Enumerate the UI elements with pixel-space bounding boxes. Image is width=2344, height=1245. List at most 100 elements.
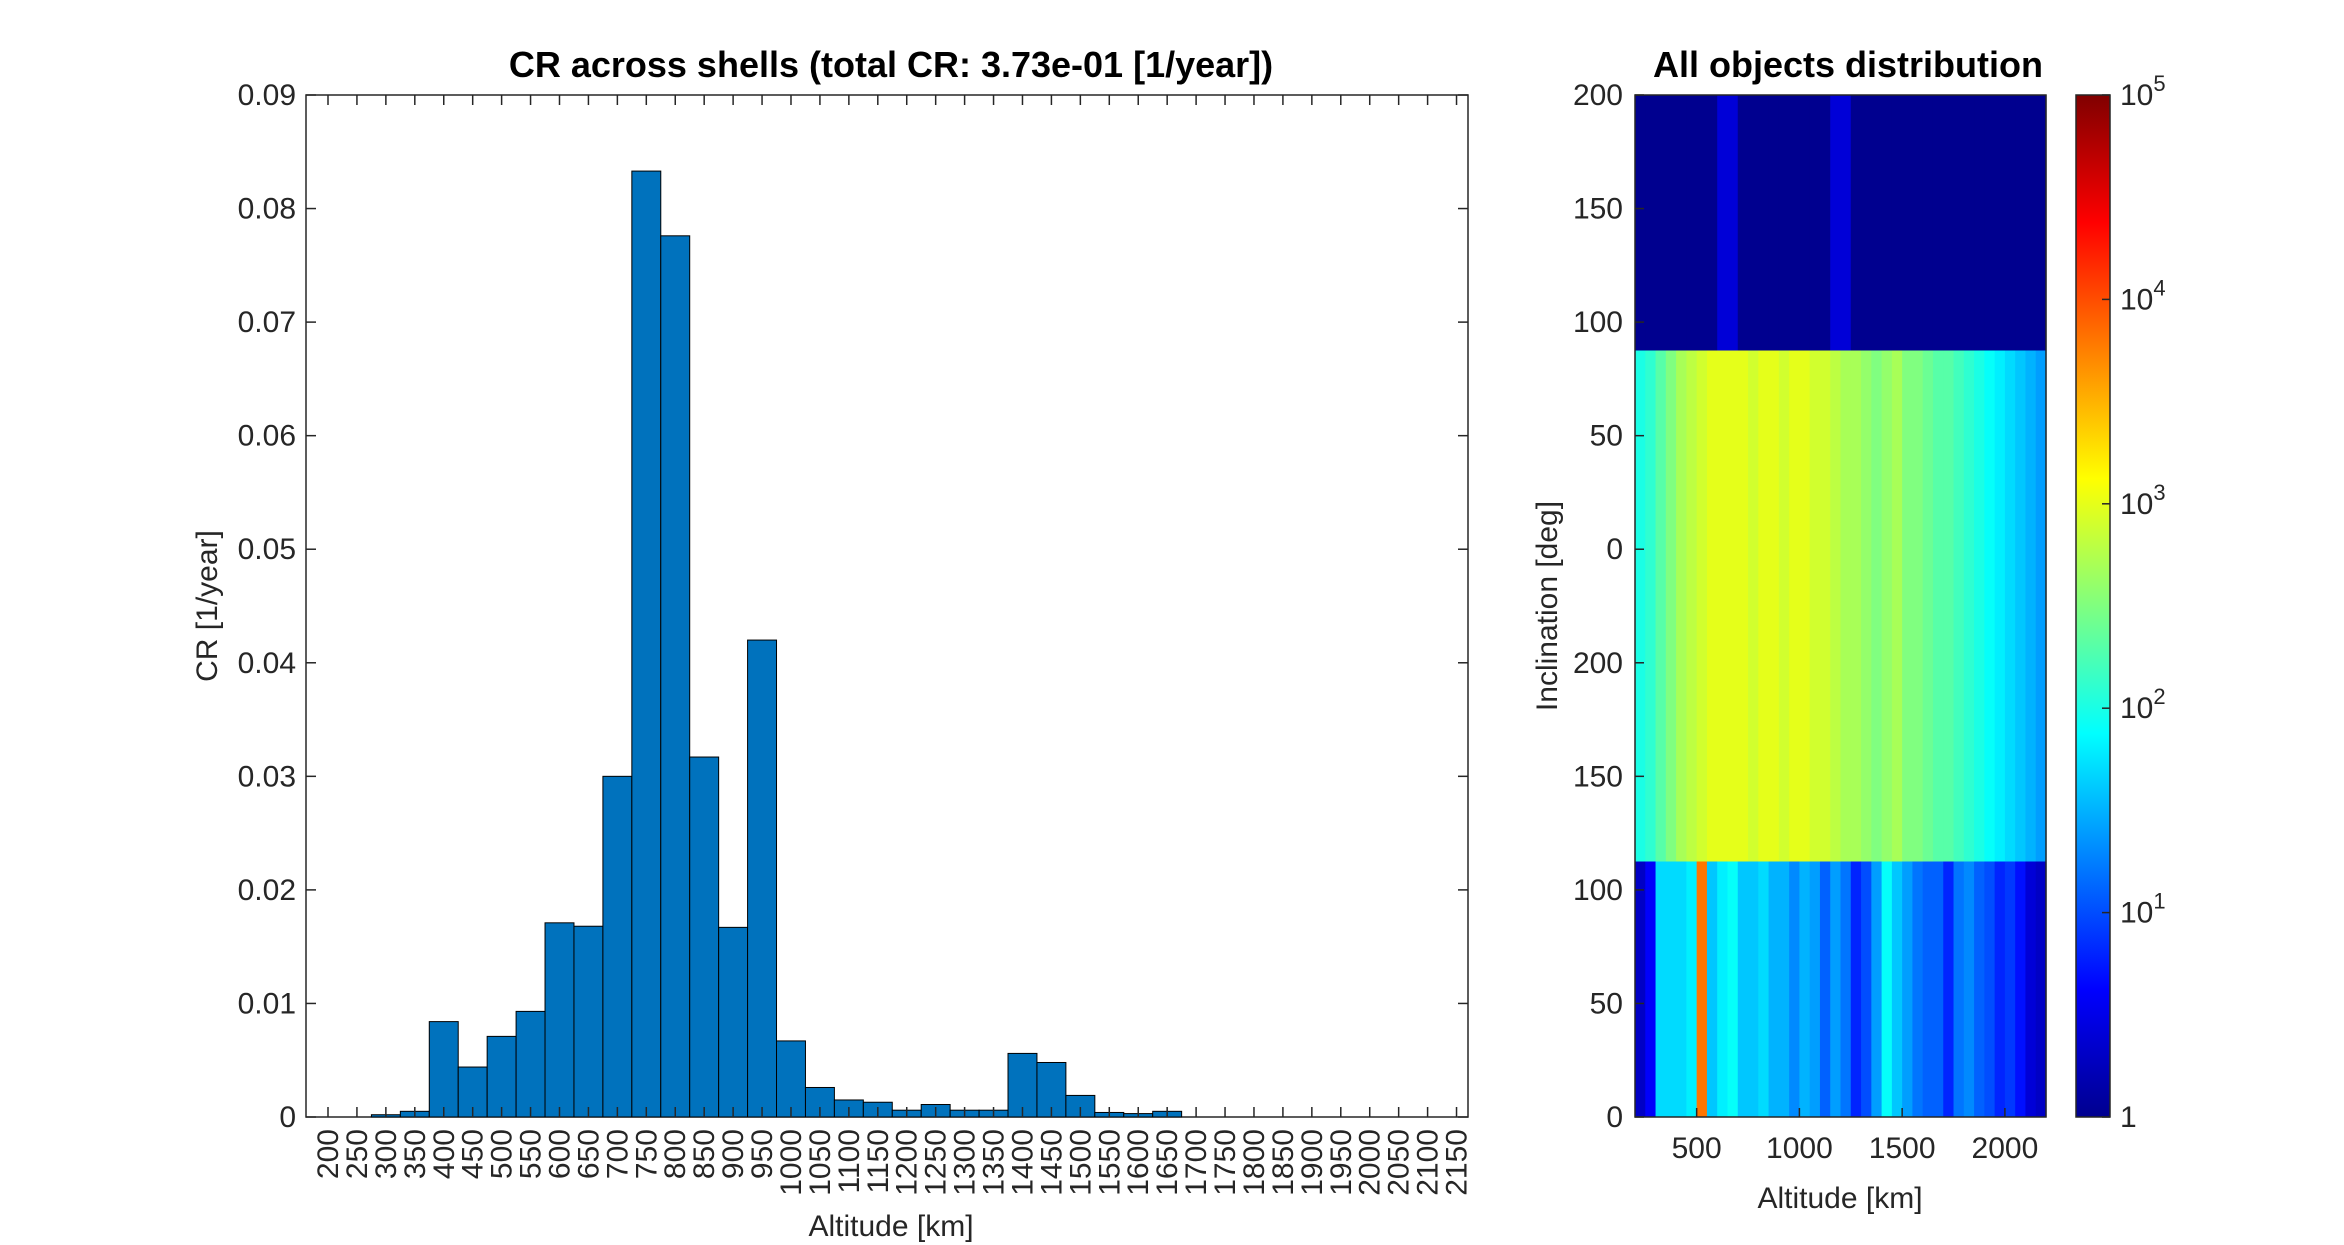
bar-x-tick-label: 300	[370, 1129, 403, 1179]
heatmap-cell	[1748, 861, 1759, 1117]
bar-400	[428, 1021, 459, 1118]
bar-x-tick-label: 1700	[1180, 1129, 1213, 1196]
heatmap-title: All objects distribution	[1653, 44, 2043, 85]
heatmap-cell	[1789, 95, 1801, 351]
heatmap-cell	[1871, 95, 1883, 351]
heatmap-x-ticks: 500 1000 1500 2000	[1672, 1108, 2038, 1165]
heatmap-cell	[1881, 350, 1893, 862]
bar-y-tick-label: 0.01	[238, 987, 296, 1020]
heatmap-cell	[1912, 861, 1924, 1117]
bar-x-tick-label: 1800	[1238, 1129, 1271, 1196]
heatmap-y-tick-label: 200	[1573, 79, 1623, 112]
heatmap-cell	[1768, 350, 1780, 862]
heatmap-cell	[1850, 350, 1862, 862]
heatmap-cell	[1840, 861, 1852, 1117]
bar-x-tick-label: 700	[601, 1129, 634, 1179]
bar-1000	[776, 1040, 806, 1118]
heatmap-cell	[1799, 350, 1811, 862]
bar-x-tick-label: 600	[543, 1129, 576, 1179]
heatmap-cell	[1850, 861, 1862, 1117]
heatmap-cell	[1819, 861, 1831, 1117]
heatmap-cell	[2004, 861, 2016, 1117]
heatmap-cell	[1655, 350, 1667, 862]
heatmap-cell	[1943, 95, 1955, 351]
bar-x-tick-label: 1900	[1296, 1129, 1329, 1196]
bar-y-tick-label: 0.08	[238, 193, 296, 226]
heatmap-cell	[1706, 350, 1718, 862]
heatmap-cell	[1932, 861, 1944, 1117]
bar-x-axis-label: Altitude [km]	[808, 1210, 973, 1243]
heatmap-cell	[1830, 350, 1842, 862]
bar-y-tick-label: 0.06	[238, 420, 296, 453]
heatmap-cell	[1963, 95, 1975, 351]
heatmap-cell	[1932, 95, 1944, 351]
heatmap-cell	[1891, 95, 1903, 351]
heatmap-cell	[1819, 350, 1831, 862]
heatmap-cell	[1789, 350, 1801, 862]
heatmap-cell	[1984, 95, 1996, 351]
heatmap-cell	[1922, 95, 1934, 351]
heatmap-cell	[1717, 861, 1729, 1117]
heatmap-y-tick-label: 100	[1573, 306, 1623, 339]
heatmap-cell	[1974, 95, 1985, 351]
bar-950	[747, 639, 778, 1118]
heatmap-cell	[1953, 350, 1965, 862]
bar-x-tick-label: 2050	[1383, 1129, 1416, 1196]
heatmap-cell	[1922, 861, 1934, 1117]
bar-x-tick-label: 1550	[1093, 1129, 1126, 1196]
bar-x-tick-label: 900	[717, 1129, 750, 1179]
heatmap-cell	[1840, 350, 1852, 862]
heatmap-cell	[1696, 350, 1708, 862]
heatmap-cell	[1737, 861, 1749, 1117]
heatmap-cell	[2035, 861, 2047, 1117]
heatmap-y-tick-label: 100	[1573, 874, 1623, 907]
heatmap-cell	[1881, 95, 1893, 351]
heatmap-cell	[1963, 350, 1975, 862]
heatmap-cell	[1912, 350, 1924, 862]
bar-chart-title: CR across shells (total CR: 3.73e-01 [1/…	[509, 44, 1273, 85]
heatmap-cell	[1635, 95, 1646, 351]
bar-650	[573, 925, 604, 1118]
bar-x-tick-label: 1850	[1267, 1129, 1300, 1196]
bar-x-tick-label: 1100	[833, 1129, 866, 1194]
heatmap-cell	[1635, 350, 1646, 862]
heatmap-cell	[1912, 95, 1924, 351]
heatmap-cell	[1717, 95, 1729, 351]
heatmap-cell	[1676, 350, 1687, 862]
bar-x-tick-label: 1500	[1064, 1129, 1097, 1196]
heatmap-cell	[1974, 350, 1985, 862]
heatmap-cell	[1902, 95, 1914, 351]
heatmap-cell	[1984, 861, 1996, 1117]
heatmap-y-tick-label: 0	[1606, 1101, 1623, 1134]
bar-x-tick-label: 1300	[949, 1129, 982, 1196]
heatmap-cell	[1706, 861, 1718, 1117]
heatmap-cell	[1727, 95, 1739, 351]
bar-x-tick-label: 350	[399, 1129, 432, 1179]
colorbar-tick-label: 1	[2120, 1101, 2137, 1134]
bar-y-tick-label: 0.09	[238, 79, 296, 112]
heatmap-y-tick-label: 150	[1573, 760, 1623, 793]
heatmap-cell	[1943, 350, 1955, 862]
heatmap-y-ticks: 0 50 100 150 200 0 50 100 150 200	[1573, 79, 1644, 1134]
heatmap-cell	[1737, 95, 1749, 351]
bar-x-tick-label: 1600	[1122, 1129, 1155, 1196]
heatmap-plot-area	[1634, 94, 2047, 1118]
heatmap-cell	[1727, 861, 1739, 1117]
bar-550	[515, 1010, 546, 1118]
bar-x-tick-label: 200	[312, 1129, 345, 1179]
heatmap-cell	[1655, 861, 1667, 1117]
heatmap-cell	[1963, 861, 1975, 1117]
heatmap-cell	[1840, 95, 1852, 351]
bar-x-tick-label: 1400	[1006, 1129, 1039, 1196]
heatmap-cell	[1994, 861, 2006, 1117]
heatmap-cell	[1696, 95, 1708, 351]
heatmap-cell	[1891, 861, 1903, 1117]
heatmap-y-axis-label: Inclination [deg]	[1531, 501, 1564, 711]
heatmap-y-tick-label: 0	[1606, 533, 1623, 566]
heatmap-cell	[1778, 861, 1790, 1117]
bar-x-tick-label: 2100	[1412, 1129, 1445, 1196]
heatmap-cell	[1984, 350, 1996, 862]
bar-y-tick-label: 0	[279, 1101, 296, 1134]
bar-800	[660, 235, 691, 1118]
heatmap-cell	[1768, 95, 1780, 351]
